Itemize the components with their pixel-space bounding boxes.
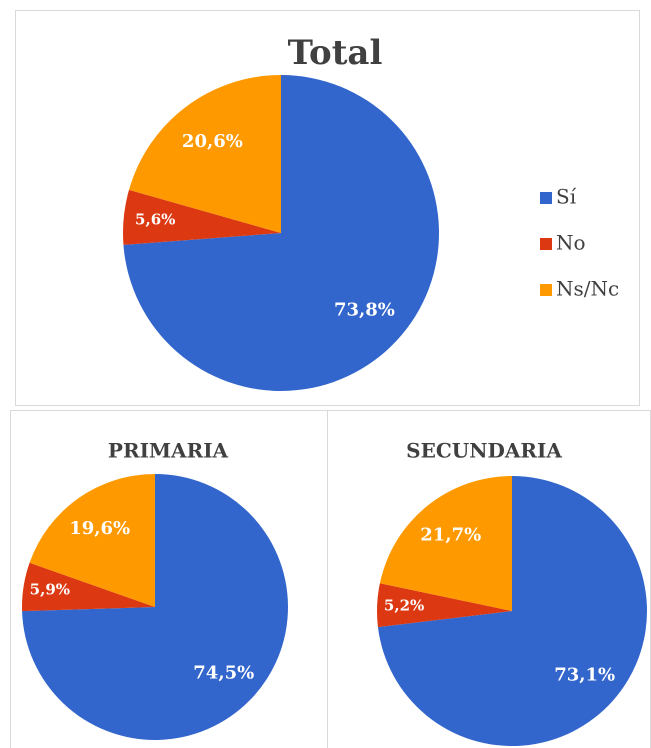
pie-slice bbox=[123, 75, 440, 391]
chart-title: PRIMARIA bbox=[108, 439, 229, 463]
legend-label: Ns/Nc bbox=[556, 277, 619, 301]
pie-slice bbox=[377, 476, 647, 746]
legend-swatch bbox=[540, 284, 552, 296]
pie-slice bbox=[123, 189, 281, 245]
legend-swatch bbox=[540, 238, 552, 250]
pie-slice bbox=[128, 75, 281, 233]
data-label: 73,8% bbox=[334, 299, 395, 320]
data-label: 73,1% bbox=[554, 665, 615, 686]
data-label: 19,6% bbox=[69, 518, 130, 539]
data-label: 5,9% bbox=[30, 581, 70, 599]
chart-title: Total bbox=[288, 33, 383, 73]
pie-slice bbox=[377, 583, 512, 628]
data-label: 5,6% bbox=[135, 210, 175, 228]
legend-swatch bbox=[540, 192, 552, 204]
data-label: 21,7% bbox=[420, 525, 481, 546]
pie-slice bbox=[29, 474, 155, 607]
data-label: 5,2% bbox=[384, 596, 424, 614]
legend-label: Sí bbox=[556, 185, 577, 209]
chart-title: SECUNDARIA bbox=[406, 439, 562, 463]
data-label: 20,6% bbox=[182, 131, 243, 152]
pie-slice bbox=[22, 474, 289, 740]
pie-slice bbox=[379, 476, 512, 611]
pie-slice bbox=[22, 562, 155, 612]
legend-label: No bbox=[556, 231, 586, 255]
data-label: 74,5% bbox=[193, 663, 254, 684]
